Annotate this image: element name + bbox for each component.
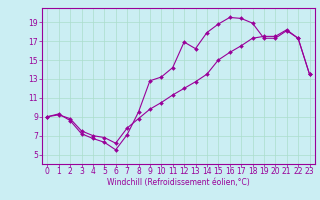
X-axis label: Windchill (Refroidissement éolien,°C): Windchill (Refroidissement éolien,°C) <box>107 178 250 187</box>
